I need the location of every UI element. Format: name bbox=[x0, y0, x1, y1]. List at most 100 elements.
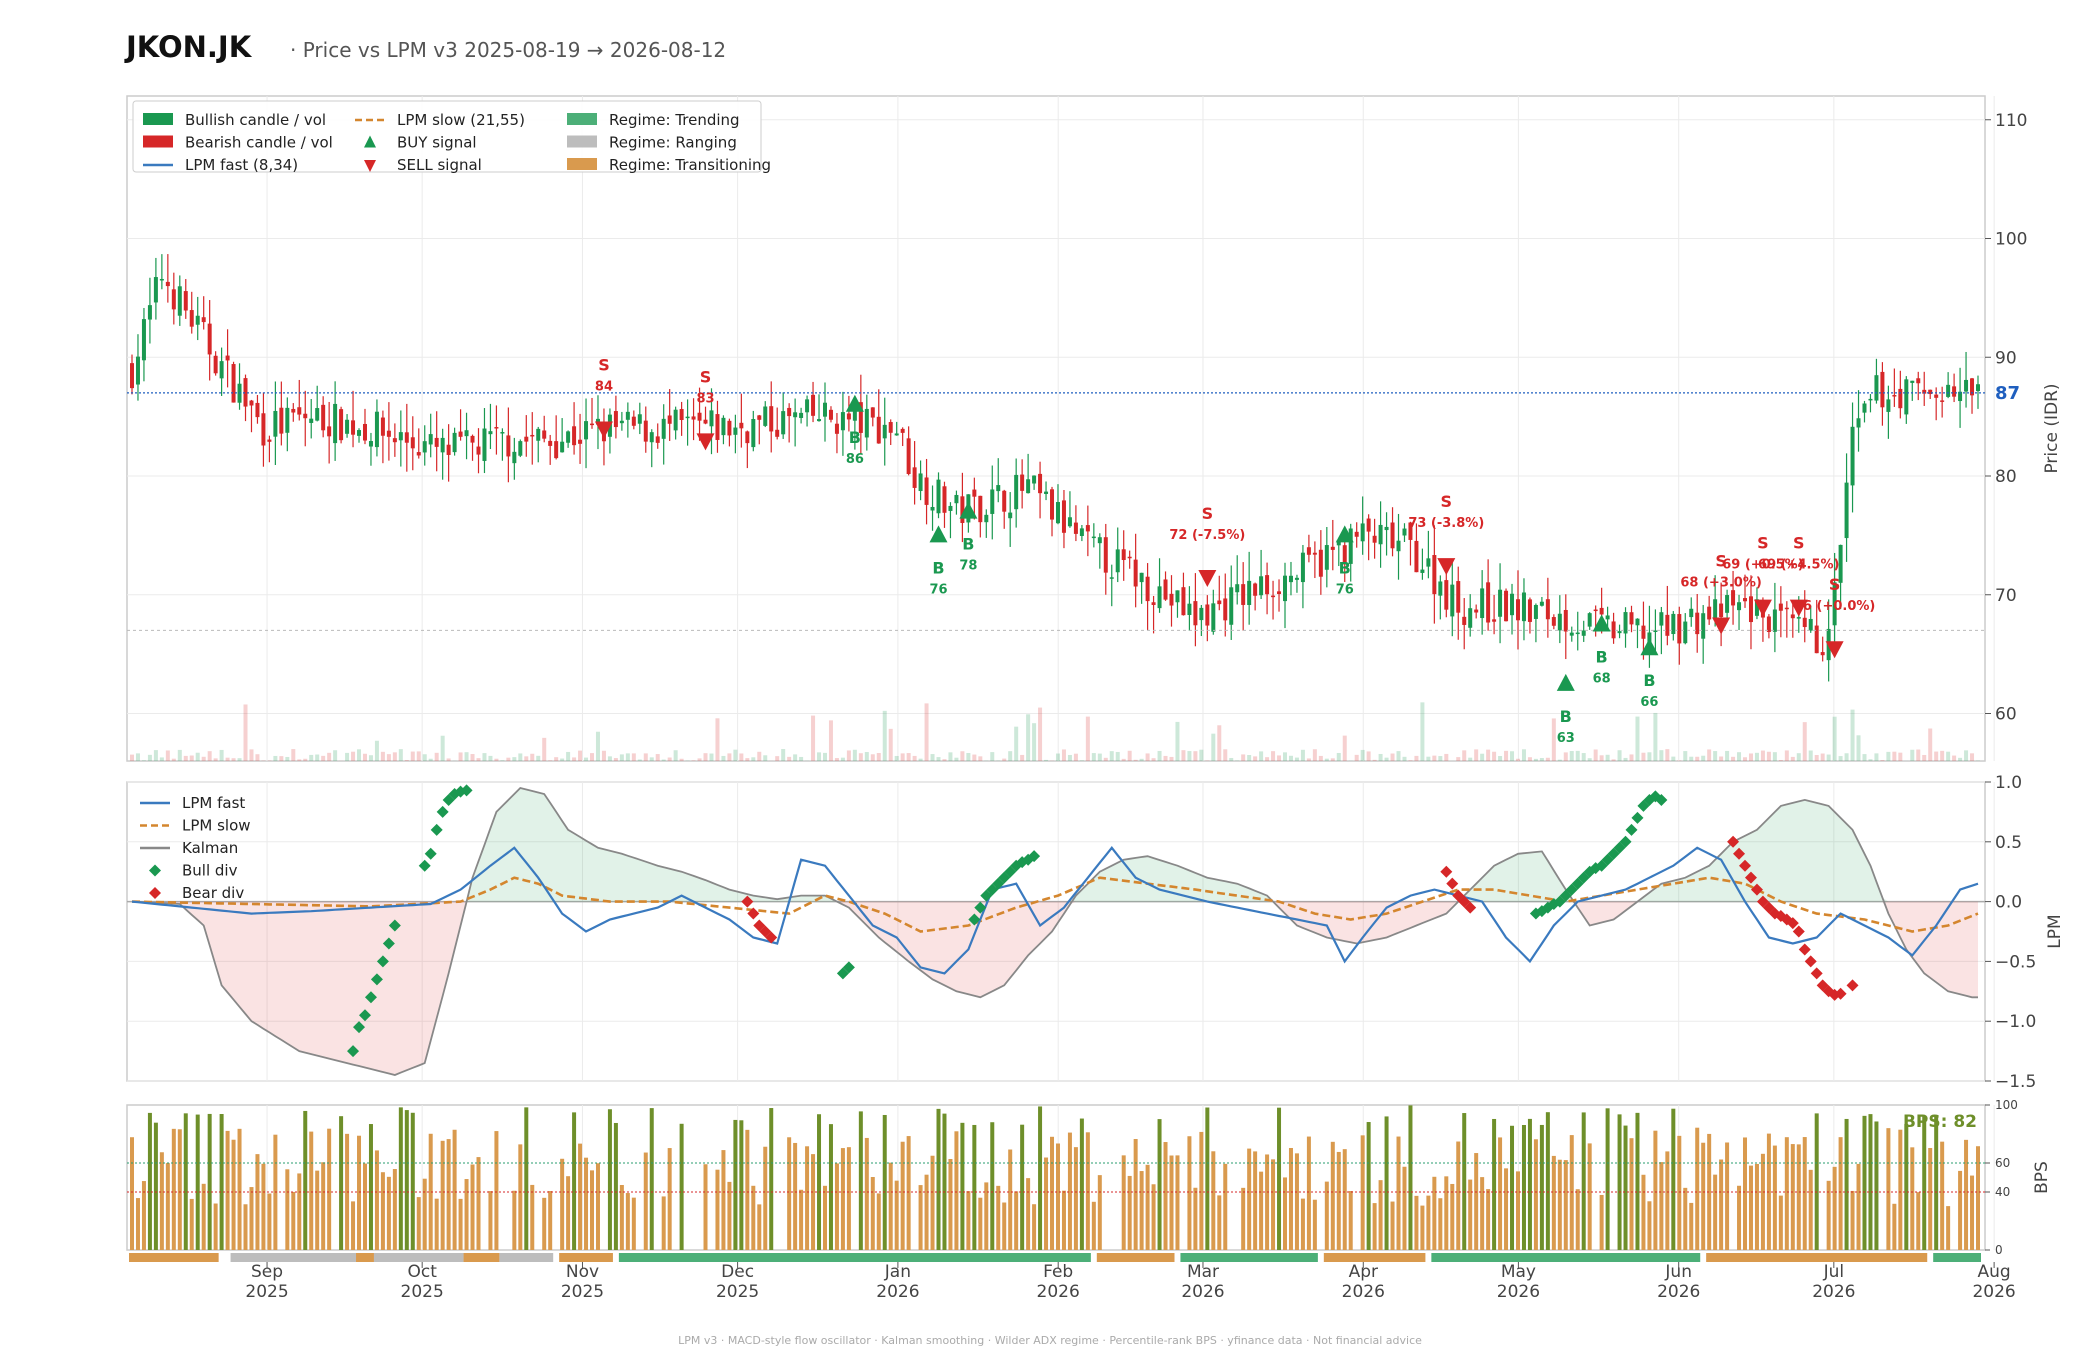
volume-bar bbox=[1259, 751, 1264, 761]
buy-signal-letter: B bbox=[1560, 707, 1572, 726]
bull-div-marker bbox=[436, 805, 449, 818]
bps-bar bbox=[1719, 1159, 1724, 1250]
legend-label: Regime: Transitioning bbox=[609, 156, 771, 174]
candle-body bbox=[476, 446, 481, 455]
volume-bar bbox=[595, 731, 600, 761]
volume-bar bbox=[1354, 754, 1359, 761]
candle-body bbox=[1808, 618, 1813, 631]
candle-body bbox=[918, 473, 923, 492]
volume-bar bbox=[882, 710, 887, 761]
bps-bar bbox=[243, 1204, 248, 1250]
price-legend-box bbox=[132, 100, 762, 173]
volume-bar bbox=[1211, 733, 1216, 761]
bps-bar bbox=[530, 1184, 535, 1250]
bps-bar bbox=[1605, 1108, 1610, 1250]
candle-body bbox=[1641, 625, 1646, 639]
volume-bar bbox=[1217, 725, 1222, 761]
legend-label: SELL signal bbox=[397, 156, 482, 174]
candle-body bbox=[231, 364, 236, 403]
volume-bar bbox=[858, 753, 863, 761]
bps-bar bbox=[1575, 1189, 1580, 1250]
volume-bar bbox=[1342, 735, 1347, 761]
bps-bar bbox=[1492, 1118, 1497, 1250]
candle-body bbox=[1892, 395, 1897, 397]
bps-bar bbox=[1617, 1114, 1622, 1250]
candle-body bbox=[1067, 517, 1072, 527]
candle-body bbox=[380, 417, 385, 436]
candle-body bbox=[1701, 613, 1706, 639]
candle-body bbox=[1737, 602, 1742, 611]
bps-bar bbox=[1169, 1155, 1174, 1250]
candle-body bbox=[1038, 473, 1043, 494]
bps-bar bbox=[1468, 1179, 1473, 1250]
candle-body bbox=[1527, 599, 1532, 622]
bps-bars bbox=[130, 1105, 1980, 1250]
bps-bar bbox=[1283, 1177, 1288, 1250]
volume-bar bbox=[787, 756, 792, 761]
legend-label: Bear div bbox=[182, 884, 244, 902]
candle-body bbox=[1127, 556, 1132, 559]
footer-note: LPM v3 · MACD-style flow oscillator · Ka… bbox=[678, 1334, 1422, 1347]
volume-bar bbox=[1659, 750, 1664, 761]
bps-bar bbox=[1599, 1194, 1604, 1250]
bps-bar bbox=[1934, 1116, 1939, 1250]
bps-bar bbox=[1748, 1165, 1753, 1250]
volume-bar bbox=[434, 752, 439, 761]
bps-bar bbox=[715, 1169, 720, 1250]
volume-bar bbox=[870, 754, 875, 761]
volume-bar bbox=[524, 756, 529, 761]
candle-body bbox=[840, 412, 845, 431]
bull-div-marker bbox=[974, 901, 987, 914]
bps-bar bbox=[440, 1140, 445, 1250]
candle-body bbox=[1629, 612, 1634, 625]
bps-bar bbox=[1079, 1118, 1084, 1250]
candle-body bbox=[321, 404, 326, 431]
volume-bar bbox=[1754, 752, 1759, 761]
subtitle-separator: · bbox=[290, 38, 297, 62]
bps-bar bbox=[1050, 1136, 1055, 1250]
bps-bar bbox=[936, 1108, 941, 1250]
volume-bar bbox=[482, 753, 487, 761]
candle-body bbox=[1008, 512, 1013, 519]
candle-body bbox=[584, 421, 589, 440]
bps-bar bbox=[1205, 1107, 1210, 1250]
candle-body bbox=[518, 441, 523, 456]
volume-bar bbox=[1796, 753, 1801, 761]
bps-bar bbox=[1922, 1115, 1927, 1250]
candle-body bbox=[1097, 537, 1102, 544]
volume-bar bbox=[141, 760, 146, 761]
bps-bar bbox=[996, 1185, 1001, 1250]
bps-bar bbox=[1414, 1195, 1419, 1250]
bps-bar bbox=[840, 1148, 845, 1250]
candle-body bbox=[303, 413, 308, 419]
bps-bar bbox=[954, 1131, 959, 1250]
bull-div-marker bbox=[1631, 811, 1644, 824]
candle-body bbox=[673, 409, 678, 431]
volume-bar bbox=[1026, 714, 1031, 761]
candle-body bbox=[530, 434, 535, 437]
price-ytick-label: 60 bbox=[1995, 705, 2017, 725]
bps-bar bbox=[1277, 1107, 1282, 1250]
bps-bar bbox=[1211, 1151, 1216, 1250]
bps-bar bbox=[392, 1169, 397, 1250]
bps-bar bbox=[1008, 1149, 1013, 1250]
volume-bar bbox=[464, 752, 469, 761]
bull-div-marker bbox=[382, 937, 395, 950]
candle-body bbox=[1354, 531, 1359, 537]
volume-bar bbox=[822, 752, 827, 761]
bps-bar bbox=[679, 1123, 684, 1250]
candle-body bbox=[1145, 576, 1150, 602]
candle-body bbox=[524, 436, 529, 442]
volume-bar bbox=[518, 753, 523, 761]
volume-bar bbox=[1044, 759, 1049, 761]
bps-bar bbox=[1892, 1203, 1897, 1250]
candle-body bbox=[769, 406, 774, 432]
bps-bar bbox=[1659, 1162, 1664, 1250]
bps-bar bbox=[1271, 1159, 1276, 1250]
bps-y-axis-label: BPS bbox=[2032, 1161, 2052, 1194]
candle-body bbox=[1707, 606, 1712, 620]
candle-body bbox=[906, 438, 911, 475]
volume-bar bbox=[392, 752, 397, 761]
price-ytick-label: 110 bbox=[1995, 111, 2027, 131]
bps-bar bbox=[183, 1113, 188, 1250]
